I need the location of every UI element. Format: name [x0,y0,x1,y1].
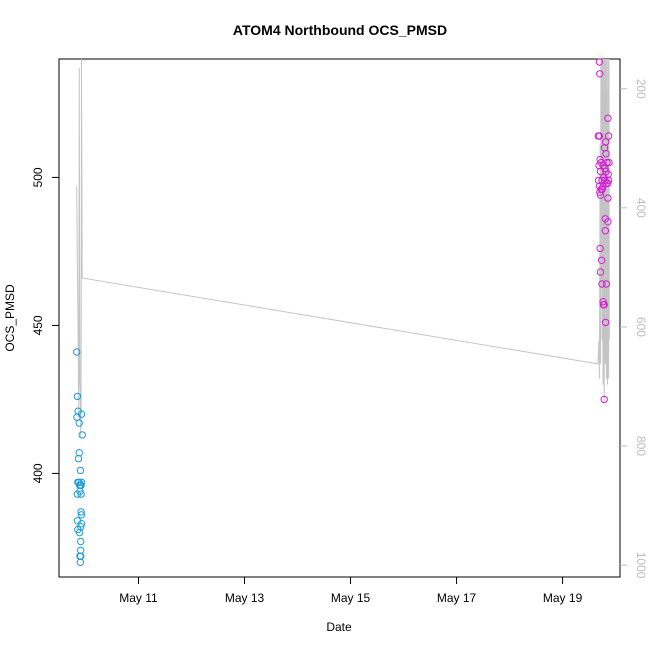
data-point [598,280,606,288]
x-axis-label: Date [326,620,352,634]
y-axis-label: OCS_PMSD [3,284,17,352]
y-tick-label: 500 [31,167,45,187]
y-right-tick-label: 400 [634,198,648,218]
data-point [604,194,612,202]
data-point [77,520,86,528]
data-point [600,301,608,309]
y-right-tick-label: 600 [634,317,648,337]
data-point [73,392,82,401]
y-tick-label: 400 [31,463,45,483]
data-point [601,318,610,327]
data-point [600,395,608,404]
data-point [76,466,85,475]
data-point [604,132,613,140]
data-point [604,114,612,122]
x-tick-label: May 15 [331,591,371,605]
data-point [596,191,605,199]
data-point [75,449,83,457]
y-right-tick-label: 1000 [634,552,648,579]
data-point [604,218,612,226]
data-point [596,244,604,253]
data-point [602,150,610,158]
y-right-tick-label: 200 [634,79,648,99]
scatter-series-b [594,58,613,404]
data-point [77,511,86,519]
plot-area [58,58,621,578]
data-point [605,158,613,167]
data-point [78,431,86,439]
chart-title: ATOM4 Northbound OCS_PMSD [233,22,447,38]
data-point [76,558,85,566]
data-point [596,167,605,176]
data-point [596,268,605,276]
data-point [602,280,611,288]
y-axis-right: 200 400 600 800 1000 [620,79,648,579]
data-point [77,537,85,546]
series-line [76,58,610,438]
scatter-series-a [73,348,86,566]
x-tick-label: May 11 [119,591,158,605]
data-point [77,508,85,516]
y-right-tick-label: 800 [634,436,648,456]
data-point [596,70,604,78]
data-point [601,227,609,235]
data-point [73,348,81,356]
data-point [77,478,86,486]
data-point [77,490,85,498]
data-point [595,58,604,66]
x-axis: May 11 May 13 May 15 May 17 May 19 [119,577,583,605]
data-point [75,419,83,427]
data-point [595,132,604,140]
x-tick-label: May 17 [437,591,477,605]
x-tick-label: May 13 [225,591,265,605]
y-tick-label: 450 [31,315,45,335]
data-point [75,528,84,537]
x-tick-label: May 19 [543,591,583,605]
data-point [597,256,606,264]
data-point [74,454,83,463]
data-point [77,410,86,418]
connecting-line-series [76,58,610,438]
y-axis-left: 400 450 500 [31,167,59,483]
